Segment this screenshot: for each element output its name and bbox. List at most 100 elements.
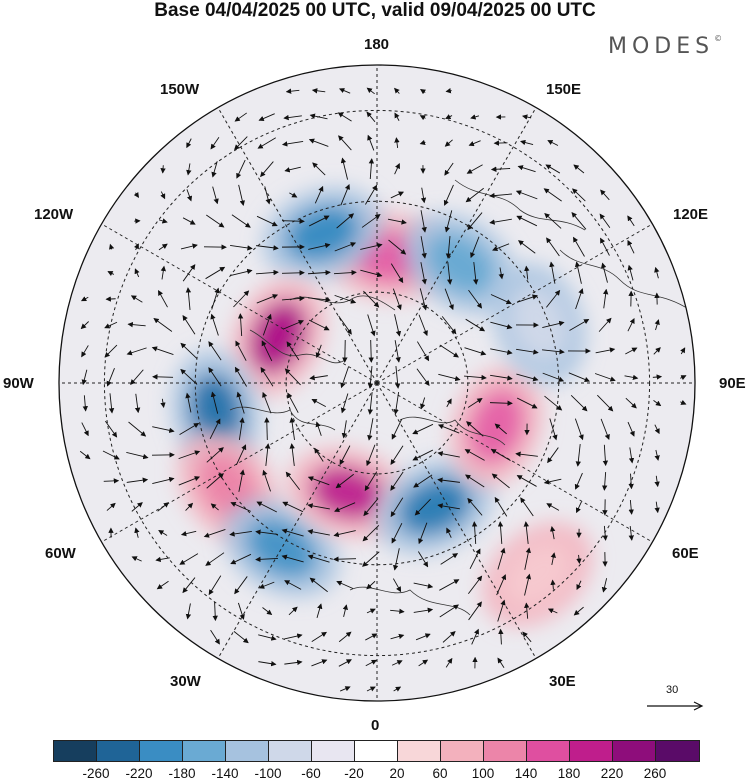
wind-vector (445, 88, 452, 94)
wind-vector (446, 527, 452, 538)
wind-vector (489, 192, 512, 199)
wind-vector (444, 210, 453, 233)
wind-vector (550, 552, 556, 566)
wind-vector (185, 287, 192, 310)
wind-vector (392, 578, 402, 593)
wind-vector (234, 576, 248, 595)
wind-vector (282, 501, 304, 513)
wind-vector (520, 497, 534, 517)
wind-vector (549, 418, 558, 441)
wind-vector (418, 659, 429, 667)
wind-vector (442, 631, 456, 643)
wind-vector (186, 189, 193, 202)
wind-vector (281, 528, 304, 537)
wind-vector (420, 397, 426, 410)
colorbar-cell (97, 741, 140, 761)
wind-vector (465, 318, 486, 332)
wind-vector (362, 551, 380, 567)
wind-vector (443, 184, 454, 206)
wind-vector (598, 317, 612, 332)
wind-vector (235, 340, 247, 361)
meridian-line (217, 107, 378, 384)
wind-vector (255, 556, 279, 563)
wind-vector (182, 217, 196, 225)
wind-vector (315, 421, 322, 436)
wind-vector (81, 369, 88, 386)
lon-label-0: 0 (371, 717, 380, 734)
wind-vector (206, 473, 224, 489)
wind-vector (255, 529, 278, 535)
wind-vector (627, 215, 635, 227)
wind-vector (157, 502, 170, 512)
lon-label-30e: 30E (549, 673, 576, 690)
wind-vector (265, 443, 271, 466)
wind-vector (363, 290, 380, 308)
wind-vector (439, 579, 460, 591)
wind-vector (333, 269, 357, 276)
wind-vector (490, 294, 512, 305)
wind-vector (314, 185, 324, 204)
wind-vector (415, 633, 431, 641)
wind-vector (208, 367, 222, 387)
wind-vector (211, 287, 220, 310)
wind-vector (391, 660, 403, 666)
wind-vector (390, 263, 404, 284)
wind-vector (339, 686, 351, 692)
wind-vector (437, 451, 460, 458)
wind-vector (628, 447, 635, 464)
wind-vector (81, 345, 89, 358)
wind-vector (394, 137, 400, 149)
wind-vector (311, 398, 326, 408)
wind-vector (625, 397, 637, 409)
wind-vector (446, 398, 452, 408)
page-title: Base 04/04/2025 00 UTC, valid 09/04/2025… (154, 0, 596, 21)
colorbar-cell (613, 741, 656, 761)
wind-vector (390, 497, 404, 518)
wind-vector (186, 163, 192, 176)
wind-vector (654, 424, 660, 435)
wind-vector (414, 498, 431, 516)
colorbar-tick-label: 220 (600, 766, 624, 781)
wind-vector (516, 397, 538, 409)
wind-vector (387, 218, 407, 225)
wind-vector (468, 601, 482, 621)
wind-vector (109, 243, 115, 250)
colorbar-tick-label: 140 (514, 766, 538, 781)
wind-vector (497, 521, 504, 545)
wind-vector (473, 262, 479, 285)
wind-vector (437, 477, 460, 483)
wind-vector (289, 417, 295, 440)
wind-vector (420, 89, 427, 95)
wind-vector (230, 553, 252, 565)
wind-vector (82, 395, 88, 412)
wind-vector (338, 315, 352, 335)
wind-vector (230, 245, 253, 251)
lon-label-120e: 120E (673, 206, 709, 223)
wind-vector (338, 659, 352, 667)
wind-vector (393, 686, 402, 692)
wind-vector (524, 573, 532, 596)
wind-vector (573, 236, 585, 257)
wind-vector (445, 657, 453, 668)
wind-vector (413, 607, 434, 613)
wind-vector (212, 601, 218, 622)
meridian-line (101, 223, 378, 384)
wind-vector (284, 633, 303, 640)
colorbar-cell (183, 741, 226, 761)
wind-vector (497, 657, 505, 668)
wind-vector (286, 341, 300, 361)
wind-vector (185, 392, 192, 413)
wind-vector (158, 529, 168, 536)
wind-vector (103, 478, 120, 484)
wind-vector (288, 606, 298, 616)
wind-vector (571, 211, 587, 230)
wind-vector (309, 375, 328, 381)
wind-vector (307, 503, 330, 510)
wind-vector (289, 192, 298, 198)
wind-vector (180, 368, 198, 385)
wind-vector (158, 243, 168, 251)
wind-vector (264, 186, 271, 205)
wind-vector (160, 265, 166, 280)
wind-vector (418, 522, 428, 545)
wind-vector (602, 444, 609, 467)
